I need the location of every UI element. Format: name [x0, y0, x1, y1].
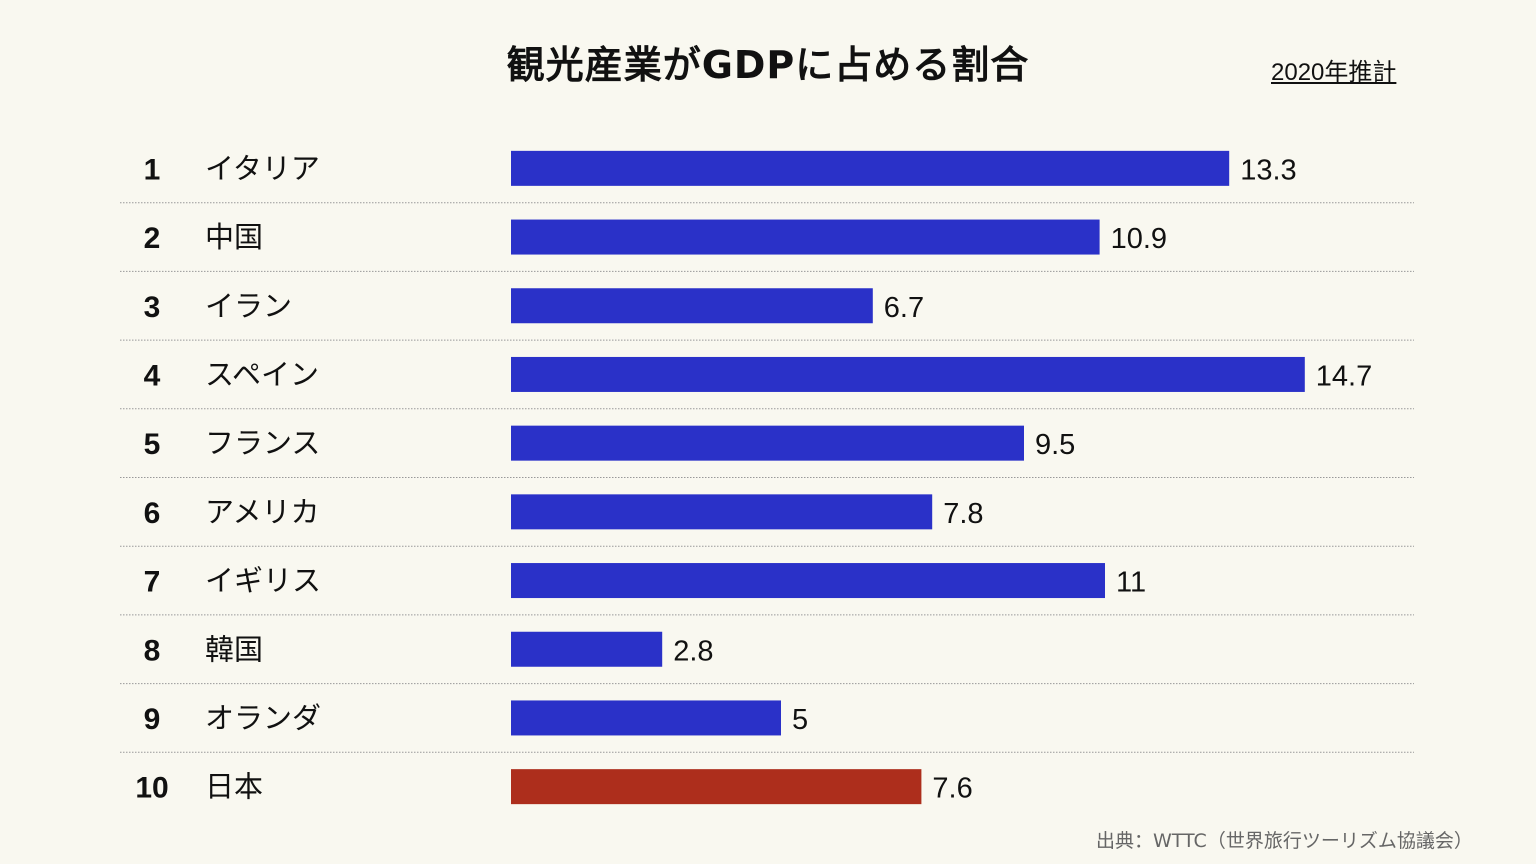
bar: [511, 356, 1305, 392]
data-label: 7.6: [932, 773, 972, 805]
data-label: 6.7: [884, 292, 924, 324]
rank-label: 10: [135, 772, 168, 805]
data-label: 7.8: [943, 498, 983, 530]
data-label: 9.5: [1035, 429, 1075, 461]
category-label: オランダ: [205, 701, 321, 735]
rank-label: 3: [144, 291, 161, 324]
category-label: イラン: [205, 289, 292, 323]
category-label: イギリス: [205, 564, 321, 598]
rank-label: 8: [144, 634, 161, 667]
rank-label: 2: [144, 222, 161, 255]
data-label: 11: [1116, 567, 1146, 599]
bar: [511, 631, 663, 667]
bar: [511, 769, 922, 805]
category-label: イタリア: [205, 151, 320, 185]
category-label: アメリカ: [205, 495, 320, 529]
data-label: 14.7: [1316, 360, 1372, 392]
rank-label: 5: [144, 428, 161, 461]
bar: [511, 425, 1024, 461]
data-label: 10.9: [1111, 223, 1167, 255]
category-label: スペイン: [205, 357, 319, 391]
bar: [511, 700, 781, 736]
category-label: 韓国: [205, 632, 263, 666]
bar: [511, 494, 933, 530]
rank-label: 1: [144, 153, 161, 186]
category-label: フランス: [205, 426, 320, 460]
source-note: 出典：WTTC（世界旅行ツーリズム協議会）: [1096, 830, 1473, 852]
chart-subtitle: 2020年推計: [1271, 59, 1397, 86]
bar: [511, 563, 1105, 599]
chart-title: 観光産業がGDPに占める割合: [506, 43, 1030, 87]
category-label: 日本: [205, 770, 263, 804]
data-label: 13.3: [1240, 154, 1296, 186]
bar: [511, 219, 1100, 255]
rank-label: 7: [144, 566, 161, 599]
category-label: 中国: [205, 220, 263, 254]
rank-label: 4: [144, 359, 161, 392]
bar: [511, 150, 1230, 186]
data-label: 5: [792, 704, 808, 736]
data-label: 2.8: [673, 635, 713, 667]
rank-label: 6: [144, 497, 161, 530]
rank-label: 9: [144, 703, 161, 736]
bar: [511, 288, 873, 324]
